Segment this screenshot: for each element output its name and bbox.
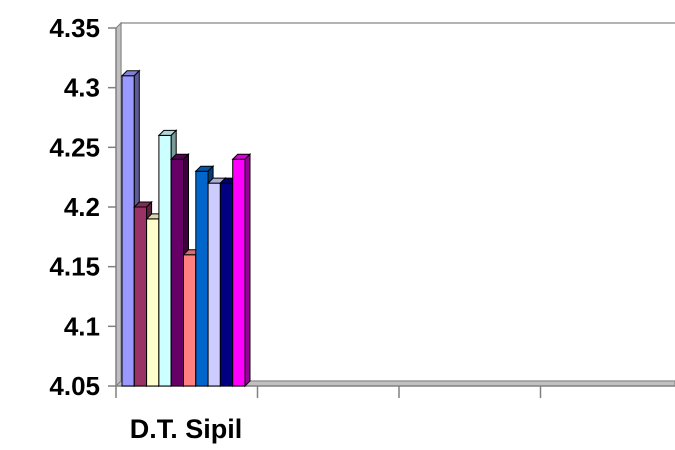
bar-front xyxy=(133,206,148,387)
y-axis-labels: 4.05 4.1 4.15 4.2 4.25 4.3 4.35 xyxy=(49,13,100,401)
x-axis-labels: D.T. Sipil xyxy=(130,414,243,444)
bar-series xyxy=(120,69,252,388)
y-tick-label: 4.35 xyxy=(49,13,100,43)
bar-front xyxy=(207,182,221,387)
bar-front xyxy=(232,158,246,387)
y-tick-label: 4.25 xyxy=(49,132,100,162)
bar-front xyxy=(219,182,234,387)
y-axis-ticks xyxy=(108,27,116,387)
bar-front xyxy=(121,75,135,387)
bar-front xyxy=(158,134,172,387)
y-tick-label: 4.15 xyxy=(49,252,100,282)
bar xyxy=(231,153,252,388)
bar-front xyxy=(170,158,184,387)
y-tick-label: 4.1 xyxy=(64,311,100,341)
bar-front xyxy=(195,170,209,387)
y-tick-label: 4.2 xyxy=(64,192,100,222)
x-category-label: D.T. Sipil xyxy=(130,414,243,444)
bar-side xyxy=(244,153,251,388)
y-tick-label: 4.05 xyxy=(49,371,100,401)
bar-front xyxy=(183,254,197,387)
y-tick-label: 4.3 xyxy=(64,73,100,103)
bar-front xyxy=(146,218,160,387)
x-axis-ticks xyxy=(115,386,542,398)
